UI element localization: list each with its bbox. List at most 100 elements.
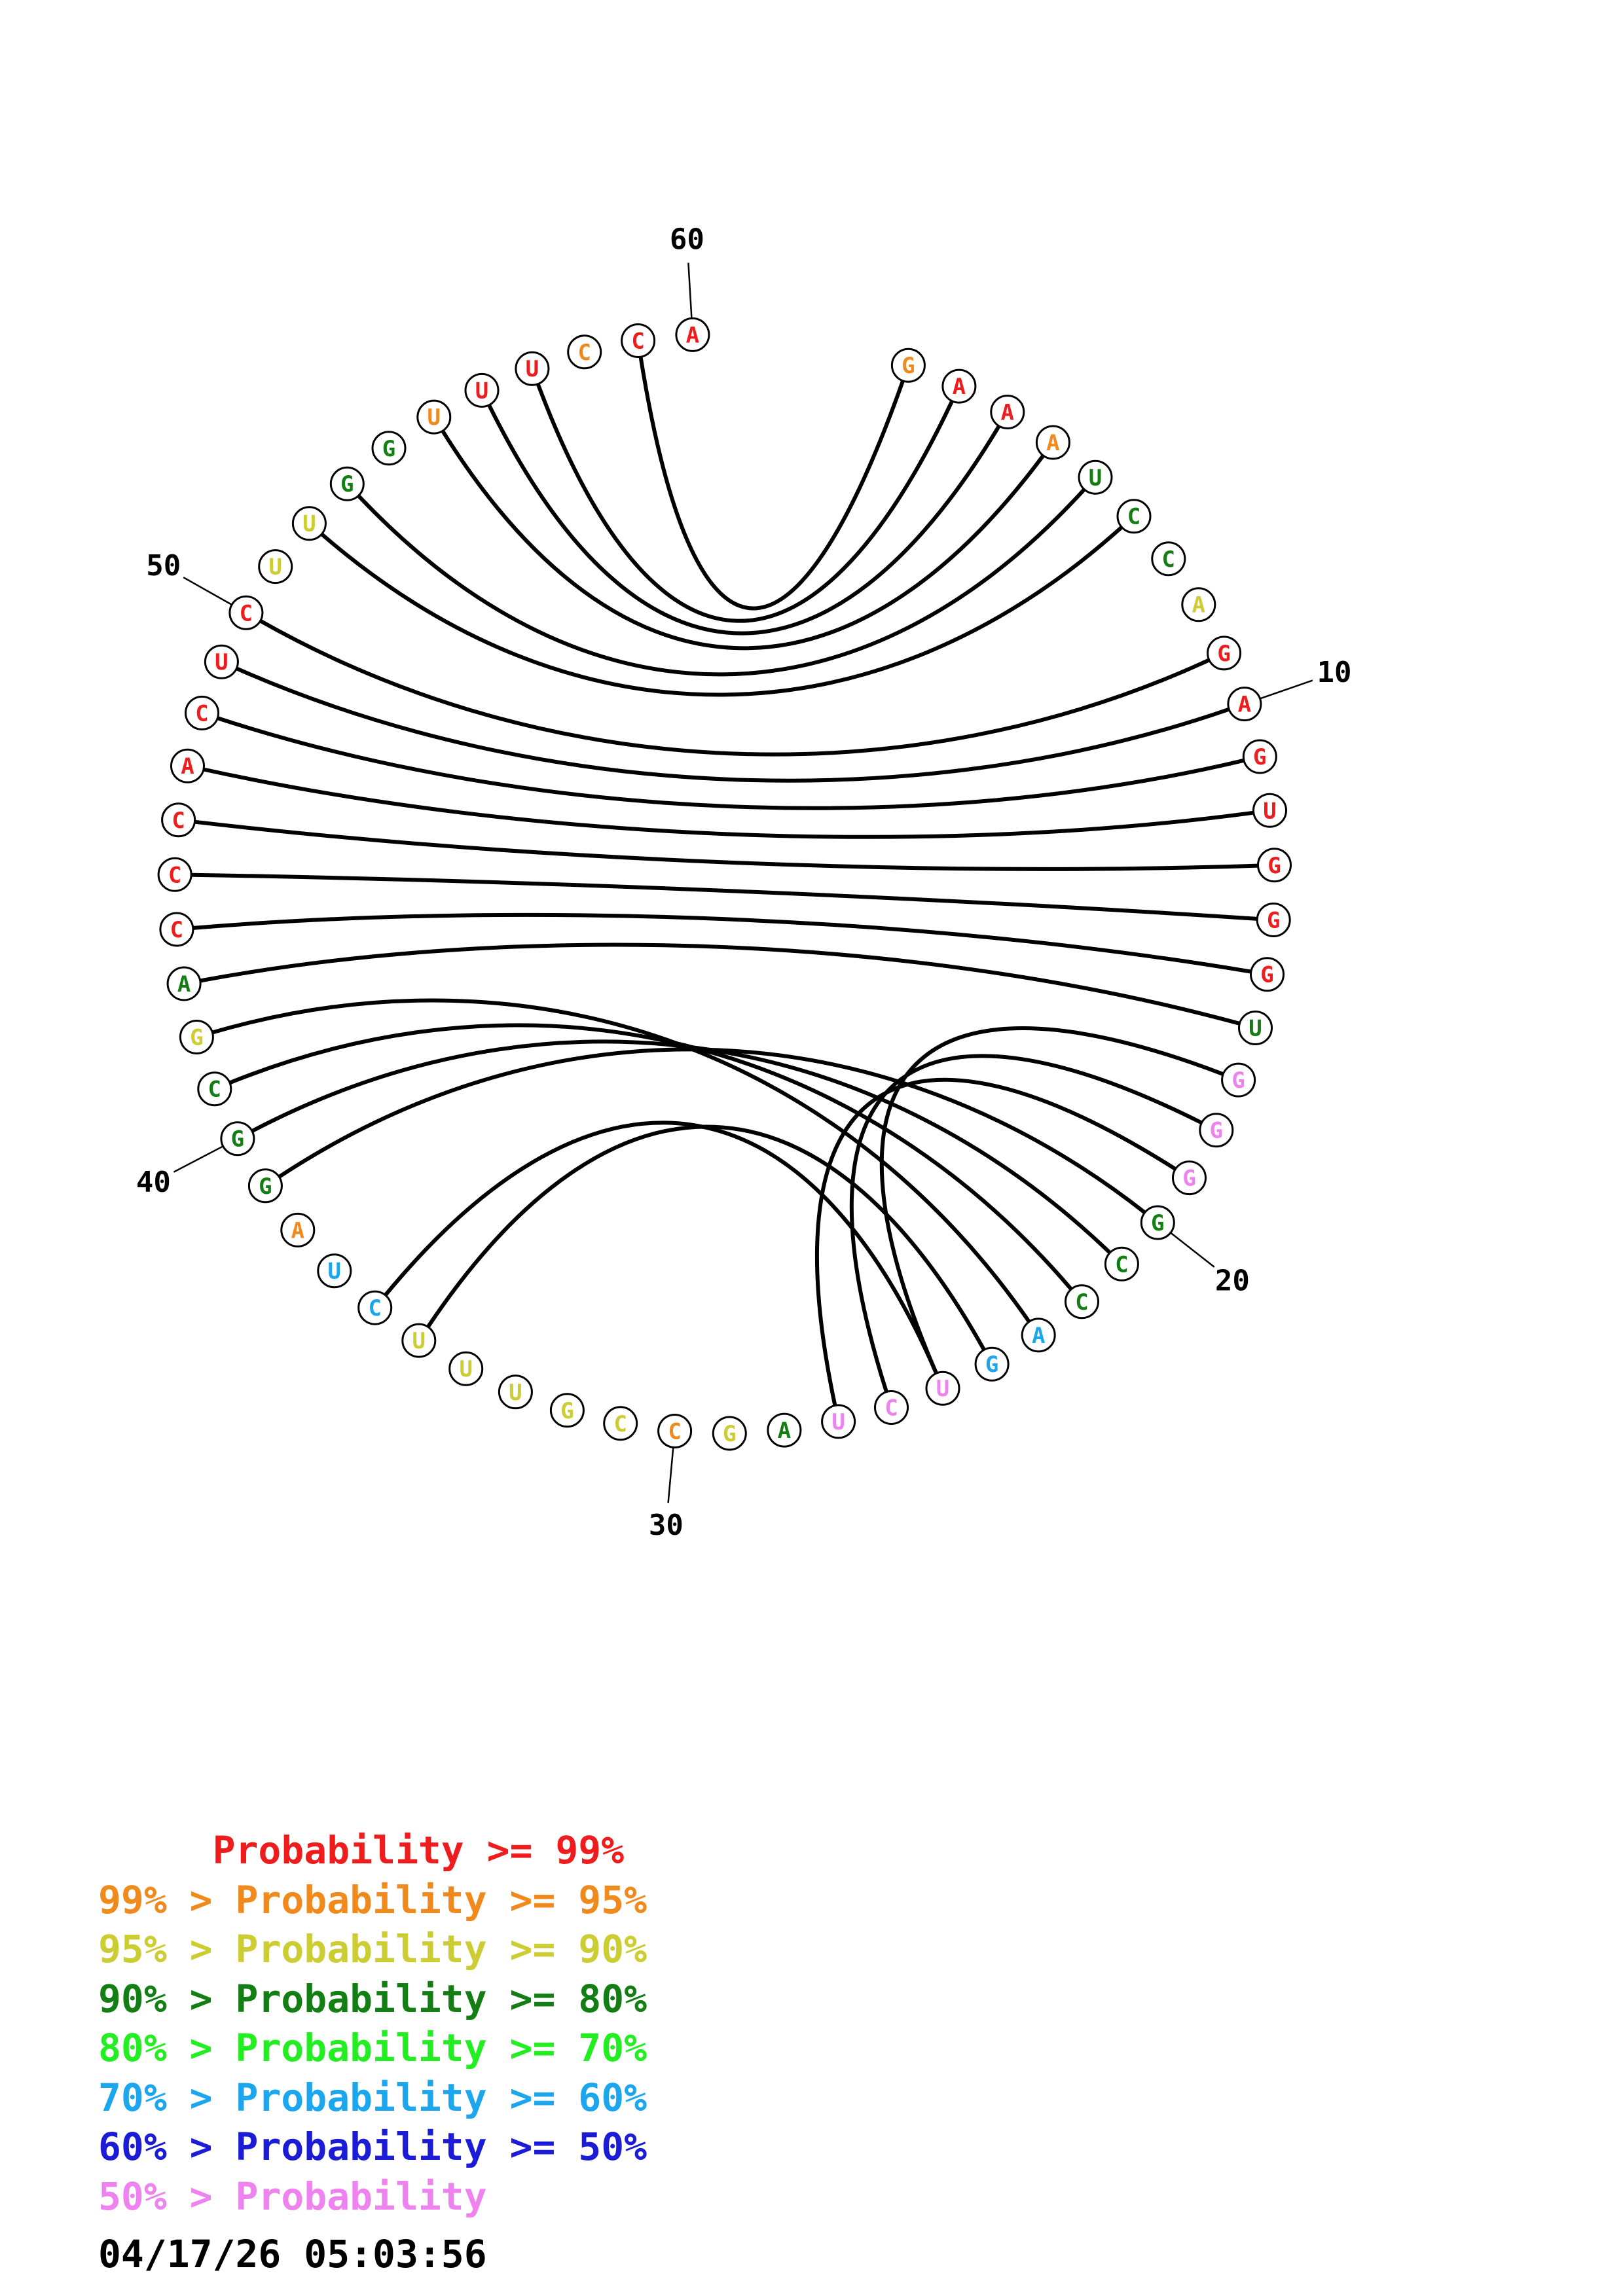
nucleotide-circle xyxy=(228,595,264,630)
nucleotide-45: C xyxy=(157,857,192,892)
nucleotide-letter: C xyxy=(1115,1251,1128,1278)
nucleotide-21: C xyxy=(1104,1246,1139,1282)
nucleotide-circle xyxy=(1104,1246,1139,1282)
pair-arc-19-27 xyxy=(815,1077,1177,1407)
nucleotide-circle xyxy=(567,334,602,370)
pair-arc-15-44 xyxy=(192,912,1252,974)
nucleotide-circle xyxy=(767,1412,802,1448)
pair-arc-24-35 xyxy=(426,1124,986,1351)
nucleotide-23: A xyxy=(1021,1318,1056,1353)
nucleotide-26: C xyxy=(874,1390,909,1425)
pair-arc-20-39 xyxy=(278,1047,1146,1214)
nucleotide-circle xyxy=(179,1020,214,1054)
nucleotide-59: C xyxy=(621,323,656,358)
nucleotide-circle xyxy=(1116,499,1152,534)
nucleotide-letter: C xyxy=(613,1411,627,1437)
nucleotide-circle xyxy=(712,1416,747,1451)
nucleotide-39: G xyxy=(247,1168,283,1204)
nucleotide-circle xyxy=(1140,1205,1175,1240)
nucleotide-13: G xyxy=(1257,848,1292,883)
nucleotide-letter: G xyxy=(259,1174,272,1200)
nucleotide-56: U xyxy=(464,372,500,408)
nucleotide-letter: A xyxy=(1046,430,1059,456)
pair-arc-11-48 xyxy=(217,716,1245,810)
nucleotide-letter: U xyxy=(412,1328,426,1354)
nucleotide-7: C xyxy=(1151,541,1186,577)
pair-arc-22-41 xyxy=(228,1023,1073,1291)
nucleotide-letter: G xyxy=(1267,853,1281,879)
nucleotide-letter: U xyxy=(1249,1016,1262,1042)
nucleotide-48: C xyxy=(185,695,219,730)
nucleotide-14: G xyxy=(1256,903,1291,937)
nucleotide-letter: G xyxy=(1231,1067,1245,1094)
nucleotide-25: U xyxy=(925,1371,960,1406)
legend-row-6: 70% > Probability >= 60% xyxy=(98,2075,647,2120)
tick-label-40: 40 xyxy=(136,1166,171,1199)
nucleotide-letter: U xyxy=(268,554,282,581)
tick-line-50 xyxy=(183,577,232,606)
nucleotide-27: U xyxy=(821,1404,856,1439)
nucleotide-letter: C xyxy=(668,1419,681,1445)
legend-row-7: 60% > Probability >= 50% xyxy=(98,2125,647,2169)
nucleotide-38: A xyxy=(280,1212,316,1247)
nucleotide-circle xyxy=(498,1374,533,1410)
nucleotide-20: G xyxy=(1140,1205,1175,1240)
nucleotide-49: U xyxy=(204,644,239,679)
nucleotide-letter: A xyxy=(1238,692,1251,718)
tick-line-30 xyxy=(667,1447,674,1503)
pair-arc-4-55 xyxy=(441,429,1045,651)
nucleotide-letter: G xyxy=(723,1421,736,1447)
legend-row-3: 95% > Probability >= 90% xyxy=(98,1927,647,1971)
nucleotide-8: A xyxy=(1181,587,1216,622)
nucleotide-circle xyxy=(416,399,452,435)
nucleotide-1: G xyxy=(890,348,926,383)
nucleotide-circle xyxy=(197,1071,232,1107)
nucleotide-letter: C xyxy=(1075,1289,1088,1316)
nucleotide-37: U xyxy=(317,1253,352,1289)
pair-arc-23-42 xyxy=(211,998,1031,1323)
nucleotide-circle xyxy=(291,506,327,541)
nucleotide-circle xyxy=(401,1323,437,1358)
nucleotide-circle xyxy=(549,1393,585,1428)
nucleotide-44: C xyxy=(159,912,194,947)
pair-arc-25-36 xyxy=(384,1121,938,1374)
nucleotide-letter: A xyxy=(686,322,699,348)
nucleotide-circle xyxy=(1242,739,1277,774)
tick-label-20: 20 xyxy=(1215,1264,1250,1297)
nucleotide-letter: G xyxy=(382,436,395,462)
nucleotide-letter: U xyxy=(1089,465,1102,491)
nucleotide-circle xyxy=(170,748,205,783)
nucleotide-17: G xyxy=(1221,1062,1256,1098)
nucleotide-30: C xyxy=(657,1414,693,1448)
tick-line-20 xyxy=(1170,1232,1215,1268)
nucleotide-58: C xyxy=(567,334,602,370)
nucleotide-circle xyxy=(1252,793,1287,828)
nucleotide-55: U xyxy=(416,399,452,435)
pair-arc-13-46 xyxy=(194,819,1258,871)
nucleotide-letter: U xyxy=(475,378,488,404)
nucleotide-circle xyxy=(1172,1160,1207,1196)
nucleotide-letter: G xyxy=(1182,1166,1195,1192)
nucleotide-letter: U xyxy=(428,404,441,431)
nucleotide-10: A xyxy=(1227,687,1262,722)
nucleotide-letter: C xyxy=(884,1395,898,1422)
nucleotide-letter: G xyxy=(1210,1118,1223,1144)
nucleotide-circle xyxy=(1227,687,1262,722)
nucleotide-letter: G xyxy=(1260,962,1273,988)
nucleotide-letter: G xyxy=(231,1126,244,1153)
nucleotide-letter: C xyxy=(172,808,185,834)
tick-line-10 xyxy=(1260,679,1313,700)
nucleotide-46: C xyxy=(161,802,196,838)
nucleotide-22: C xyxy=(1065,1284,1099,1319)
nucleotide-9: G xyxy=(1207,636,1242,671)
nucleotide-letter: G xyxy=(190,1025,203,1051)
nucleotide-circle xyxy=(280,1212,316,1247)
nucleotide-circle xyxy=(1256,903,1291,937)
nucleotide-letter: C xyxy=(1127,504,1140,530)
nucleotide-letter: G xyxy=(1151,1210,1164,1236)
nucleotide-circle xyxy=(990,395,1025,429)
pair-arc-3-56 xyxy=(487,404,1001,636)
nucleotide-31: C xyxy=(603,1406,638,1441)
nucleotide-circle xyxy=(675,317,710,352)
